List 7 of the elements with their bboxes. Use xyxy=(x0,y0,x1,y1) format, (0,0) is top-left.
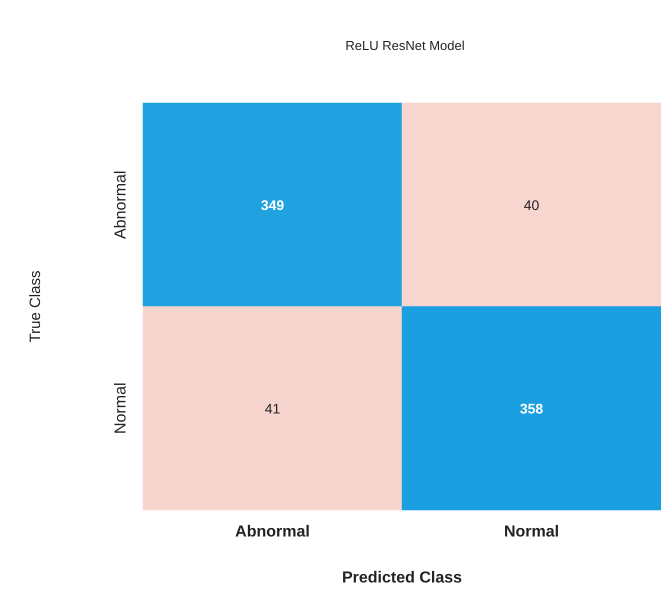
data-label: 40 xyxy=(524,196,540,213)
data-label: 358 xyxy=(520,400,544,416)
data-label: 349 xyxy=(260,196,284,213)
x-axis-title: Predicted Class xyxy=(342,570,462,586)
chart-title: ReLU ResNet Model xyxy=(345,38,465,53)
y-axis-title: True Class xyxy=(27,270,44,342)
data-label: 41 xyxy=(264,400,280,416)
